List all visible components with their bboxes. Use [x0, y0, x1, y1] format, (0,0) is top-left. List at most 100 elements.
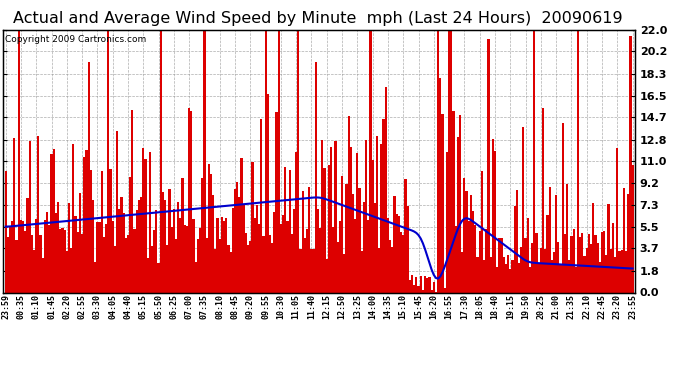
Bar — [37, 136, 39, 292]
Bar — [159, 30, 162, 292]
Bar — [450, 30, 453, 292]
Bar — [387, 218, 389, 292]
Bar — [118, 209, 120, 292]
Bar — [627, 194, 629, 292]
Text: Actual and Average Wind Speed by Minute  mph (Last 24 Hours)  20090619: Actual and Average Wind Speed by Minute … — [12, 11, 622, 26]
Bar — [500, 238, 502, 292]
Bar — [162, 192, 164, 292]
Bar — [20, 220, 22, 292]
Bar — [376, 136, 378, 292]
Bar — [140, 197, 142, 292]
Bar — [105, 224, 107, 292]
Bar — [601, 231, 603, 292]
Bar — [149, 152, 151, 292]
Bar — [485, 229, 487, 292]
Bar — [41, 258, 44, 292]
Bar — [70, 248, 72, 292]
Bar — [350, 147, 352, 292]
Bar — [131, 111, 133, 292]
Bar — [393, 196, 395, 292]
Bar — [223, 221, 225, 292]
Bar — [502, 257, 505, 292]
Bar — [79, 193, 81, 292]
Bar — [326, 260, 328, 292]
Bar — [22, 221, 24, 292]
Bar — [522, 127, 524, 292]
Bar — [417, 286, 420, 292]
Bar — [61, 228, 63, 292]
Bar — [459, 115, 461, 292]
Bar — [144, 159, 146, 292]
Bar — [256, 205, 258, 292]
Bar — [378, 248, 380, 292]
Bar — [177, 202, 179, 292]
Bar — [546, 215, 549, 292]
Bar — [241, 158, 243, 292]
Bar — [498, 238, 500, 292]
Bar — [404, 178, 406, 292]
Bar — [483, 260, 485, 292]
Bar — [551, 260, 553, 292]
Bar — [592, 203, 594, 292]
Bar — [455, 226, 457, 292]
Bar — [566, 184, 568, 292]
Bar — [181, 178, 184, 292]
Bar — [230, 252, 232, 292]
Bar — [308, 187, 310, 292]
Bar — [339, 221, 341, 292]
Bar — [15, 240, 18, 292]
Bar — [50, 153, 52, 292]
Bar — [466, 191, 468, 292]
Bar — [352, 194, 354, 292]
Bar — [322, 140, 324, 292]
Bar — [188, 108, 190, 292]
Bar — [406, 207, 408, 292]
Bar — [212, 195, 215, 292]
Bar — [374, 202, 376, 292]
Bar — [363, 201, 365, 292]
Bar — [103, 237, 105, 292]
Bar — [39, 236, 41, 292]
Bar — [513, 206, 515, 292]
Bar — [295, 152, 297, 292]
Bar — [90, 170, 92, 292]
Bar — [290, 234, 293, 292]
Bar — [288, 170, 290, 292]
Bar — [573, 230, 575, 292]
Bar — [612, 223, 614, 292]
Bar — [315, 62, 317, 292]
Bar — [199, 228, 201, 292]
Bar — [402, 235, 404, 292]
Bar — [348, 116, 350, 292]
Bar — [361, 251, 363, 292]
Bar — [206, 238, 208, 292]
Bar — [616, 148, 618, 292]
Bar — [273, 212, 275, 292]
Bar — [343, 254, 345, 292]
Bar — [282, 215, 284, 292]
Bar — [125, 237, 127, 292]
Bar — [280, 224, 282, 292]
Bar — [142, 148, 144, 292]
Bar — [384, 87, 387, 292]
Bar — [470, 195, 472, 292]
Bar — [571, 236, 573, 292]
Bar — [588, 234, 590, 292]
Bar — [555, 195, 558, 292]
Bar — [94, 262, 97, 292]
Bar — [371, 160, 374, 292]
Bar — [221, 217, 223, 292]
Bar — [579, 237, 581, 292]
Bar — [389, 240, 391, 292]
Bar — [260, 119, 262, 292]
Bar — [542, 108, 544, 292]
Bar — [35, 219, 37, 292]
Bar — [440, 78, 442, 292]
Bar — [127, 235, 129, 292]
Bar — [629, 36, 631, 292]
Bar — [66, 251, 68, 292]
Bar — [553, 252, 555, 292]
Bar — [614, 256, 616, 292]
Bar — [254, 217, 256, 292]
Bar — [575, 267, 577, 292]
